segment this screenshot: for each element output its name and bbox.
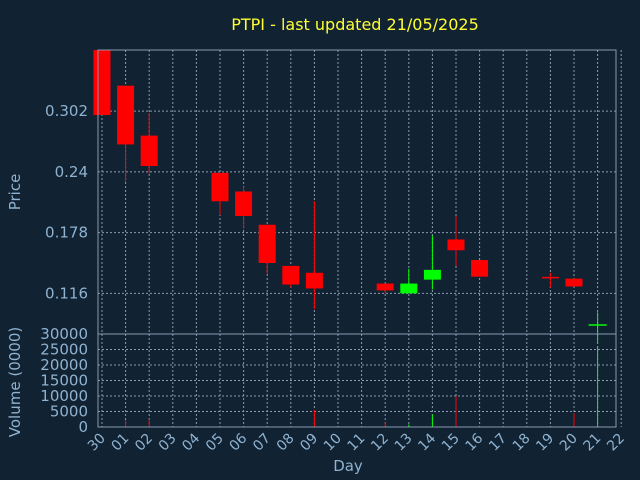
candle-body xyxy=(140,135,158,166)
x-tick-label: 05 xyxy=(203,431,227,455)
x-tick-label: 03 xyxy=(156,431,180,455)
volume-axis-label: Volume (0000) xyxy=(6,327,24,437)
x-tick-label: 06 xyxy=(227,430,251,454)
x-tick-labels: 30 01 02 03 04 05 06 07 08 09 10 11 12 13 14 15 16 17 18 19… xyxy=(85,430,628,454)
candle-body xyxy=(423,269,441,280)
volume-tick-label: 5000 xyxy=(50,403,88,421)
volume-panel-frame xyxy=(97,333,617,428)
candle-body xyxy=(235,191,253,216)
price-axis-label: Price xyxy=(6,174,24,211)
x-tick-label: 02 xyxy=(132,431,156,455)
candle-body xyxy=(565,278,583,287)
x-tick-label: 07 xyxy=(250,431,274,455)
x-tick-label: 21 xyxy=(581,431,605,455)
x-tick-label: 12 xyxy=(368,431,392,455)
volume-grid xyxy=(98,334,622,427)
candle-body xyxy=(93,50,111,116)
chart-title: PTPI - last updated 21/05/2025 xyxy=(231,15,479,34)
x-tick-label: 04 xyxy=(179,430,203,454)
volume-tick-label: 30000 xyxy=(40,325,88,343)
x-tick-label: 22 xyxy=(604,431,628,455)
x-tick-label: 15 xyxy=(439,431,463,455)
x-tick-label: 17 xyxy=(486,431,510,455)
price-tick-label: 0.116 xyxy=(45,284,88,302)
price-tick-labels: 0.116 0.178 0.24 0.302 xyxy=(45,102,88,302)
x-tick-label: 18 xyxy=(510,431,534,455)
x-tick-label: 13 xyxy=(392,431,416,455)
candle-body xyxy=(258,224,276,263)
plot-frames xyxy=(97,49,617,428)
x-tick-label: 08 xyxy=(274,431,298,455)
candle-body xyxy=(376,283,394,291)
volume-bars xyxy=(125,312,607,427)
price-panel-frame xyxy=(97,49,617,335)
candle-body xyxy=(471,260,489,277)
volume-tick-label: 0 xyxy=(78,418,88,436)
candle-body xyxy=(305,272,323,289)
candle-body xyxy=(400,283,418,294)
x-tick-label: 19 xyxy=(533,431,557,455)
volume-tick-label: 10000 xyxy=(40,387,88,405)
candle-body xyxy=(211,172,229,202)
x-tick-label: 11 xyxy=(345,431,369,455)
volume-tick-label: 20000 xyxy=(40,356,88,374)
candle-body xyxy=(282,265,300,285)
x-tick-label: 20 xyxy=(557,431,581,455)
x-tick-label: 10 xyxy=(321,431,345,455)
x-tick-label: 01 xyxy=(109,431,133,455)
x-axis-label: Day xyxy=(333,457,363,475)
price-tick-label: 0.24 xyxy=(55,163,88,181)
candle-body xyxy=(117,85,135,145)
x-tick-label: 30 xyxy=(85,431,109,455)
volume-tick-label: 15000 xyxy=(40,372,88,390)
x-tick-label: 16 xyxy=(463,430,487,454)
candle-body xyxy=(447,239,465,251)
volume-tick-label: 25000 xyxy=(40,341,88,359)
x-tick-label: 14 xyxy=(415,430,439,454)
price-tick-label: 0.302 xyxy=(45,102,88,120)
price-grid xyxy=(98,50,622,334)
price-tick-label: 0.178 xyxy=(45,224,88,242)
x-tick-label: 09 xyxy=(297,431,321,455)
